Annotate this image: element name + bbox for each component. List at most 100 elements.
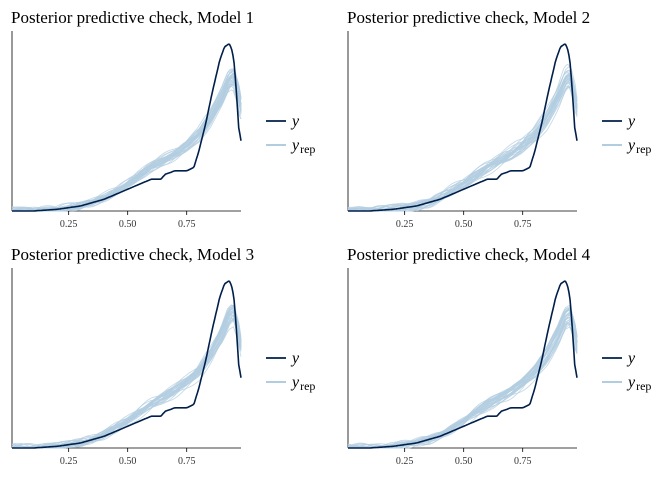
legend-label-y-rep: yrep: [290, 137, 315, 156]
y-rep-draw-line: [11, 78, 242, 212]
y-rep-draw-line: [12, 315, 242, 449]
y-rep-draw-line: [348, 321, 578, 449]
chart-title: Posterior predictive check, Model 4: [347, 245, 591, 264]
y-rep-draw-line: [11, 80, 242, 212]
y-observed-line: [348, 43, 578, 212]
legend-label-y: y: [626, 350, 636, 367]
y-rep-draw-line: [12, 311, 242, 449]
y-rep-draw-line: [347, 313, 578, 449]
x-tick-label: 0.75: [178, 456, 196, 467]
legend-label-y-rep: yrep: [626, 374, 651, 393]
y-rep-draw-line: [12, 84, 242, 212]
y-rep-draw-line: [12, 314, 242, 449]
y-rep-draw-line: [12, 76, 242, 212]
y-rep-draw-line: [347, 314, 578, 449]
y-rep-draw-line: [12, 312, 242, 449]
y-rep-draw-line: [347, 79, 578, 212]
y-rep-draw-line: [11, 84, 242, 212]
y-rep-draw-line: [12, 82, 242, 212]
y-rep-draw-line: [347, 326, 578, 449]
x-tick-label: 0.50: [119, 219, 137, 230]
y-rep-draw-line: [348, 78, 578, 212]
y-rep-draw-line: [348, 82, 578, 212]
panel-1: Posterior predictive check, Model 1 0.25 0…: [11, 8, 315, 230]
legend-label-subscript: rep: [300, 379, 315, 393]
y-rep-draw-line: [12, 76, 242, 212]
y-rep-draw-line: [348, 307, 578, 449]
y-rep-draw-line: [11, 81, 242, 212]
y-rep-draw-line: [12, 314, 242, 449]
y-rep-draw-line: [11, 318, 242, 449]
y-rep-draw-line: [11, 320, 242, 449]
y-rep-draw-line: [347, 312, 578, 449]
panel-4: Posterior predictive check, Model 4 0.25 0…: [347, 245, 651, 467]
panel-3: Posterior predictive check, Model 3 0.25 0…: [11, 245, 315, 467]
y-rep-draw-line: [11, 318, 242, 449]
y-rep-draw-line: [12, 83, 242, 212]
x-tick-label: 0.25: [60, 456, 78, 467]
y-rep-draw-line: [347, 75, 578, 212]
y-rep-draw-line: [348, 322, 578, 449]
x-tick-label: 0.50: [455, 456, 473, 467]
legend-label-y: y: [290, 113, 300, 130]
chart-title: Posterior predictive check, Model 2: [347, 8, 590, 27]
y-rep-draw-line: [348, 74, 578, 212]
chart-title: Posterior predictive check, Model 3: [11, 245, 254, 264]
y-rep-draw-line: [348, 324, 578, 449]
y-rep-draw-line: [347, 81, 578, 212]
legend-label-y: y: [626, 113, 636, 130]
y-rep-draw-line: [12, 85, 242, 212]
y-rep-draw-line: [347, 77, 578, 212]
y-observed-line: [12, 43, 242, 212]
x-tick-label: 0.50: [455, 219, 473, 230]
y-rep-draw-line: [12, 318, 242, 449]
y-rep-draw-line: [347, 322, 578, 449]
y-rep-draw-line: [12, 75, 242, 212]
legend-label-subscript: rep: [300, 142, 315, 156]
legend-label-y-rep: yrep: [290, 374, 315, 393]
x-tick-label: 0.25: [60, 219, 78, 230]
y-rep-draw-line: [347, 319, 578, 449]
y-rep-draw-line: [348, 86, 578, 212]
legend-label-y: y: [290, 350, 300, 367]
y-rep-draw-line: [347, 74, 578, 212]
y-rep-draw-line: [347, 76, 578, 212]
y-rep-draw-line: [11, 317, 242, 449]
y-rep-draw-line: [348, 74, 578, 212]
x-tick-label: 0.50: [119, 456, 137, 467]
y-rep-draw-line: [347, 82, 578, 212]
y-rep-draw-line: [11, 77, 242, 212]
legend-label-subscript: rep: [636, 142, 651, 156]
y-rep-draw-line: [11, 317, 242, 449]
y-rep-draw-line: [348, 75, 578, 212]
y-rep-draw-line: [348, 316, 578, 449]
y-rep-draw-line: [12, 70, 242, 212]
x-tick-label: 0.75: [514, 219, 532, 230]
x-tick-label: 0.25: [396, 456, 414, 467]
y-rep-draw-line: [12, 76, 242, 212]
y-rep-draw-line: [347, 319, 578, 449]
y-observed-line: [12, 280, 242, 449]
y-rep-draw-line: [347, 85, 578, 212]
x-tick-label: 0.75: [514, 456, 532, 467]
y-rep-draw-line: [12, 319, 242, 449]
y-rep-draw-line: [347, 317, 578, 449]
y-observed-line: [348, 280, 578, 449]
y-rep-draw-line: [11, 326, 242, 449]
y-rep-draw-line: [347, 85, 578, 212]
y-rep-draw-line: [347, 77, 578, 212]
y-rep-draw-line: [347, 320, 578, 449]
x-tick-label: 0.25: [396, 219, 414, 230]
legend-label-y-rep: yrep: [626, 137, 651, 156]
y-rep-draw-line: [348, 85, 578, 212]
chart-title: Posterior predictive check, Model 1: [11, 8, 254, 27]
y-rep-draw-line: [11, 89, 242, 212]
y-rep-draw-line: [348, 78, 578, 212]
x-tick-label: 0.75: [178, 219, 196, 230]
y-rep-draw-line: [12, 313, 242, 449]
y-rep-draw-line: [11, 79, 242, 212]
y-rep-draw-line: [12, 80, 242, 212]
y-rep-draw-line: [348, 78, 578, 212]
y-rep-draw-line: [11, 318, 242, 449]
